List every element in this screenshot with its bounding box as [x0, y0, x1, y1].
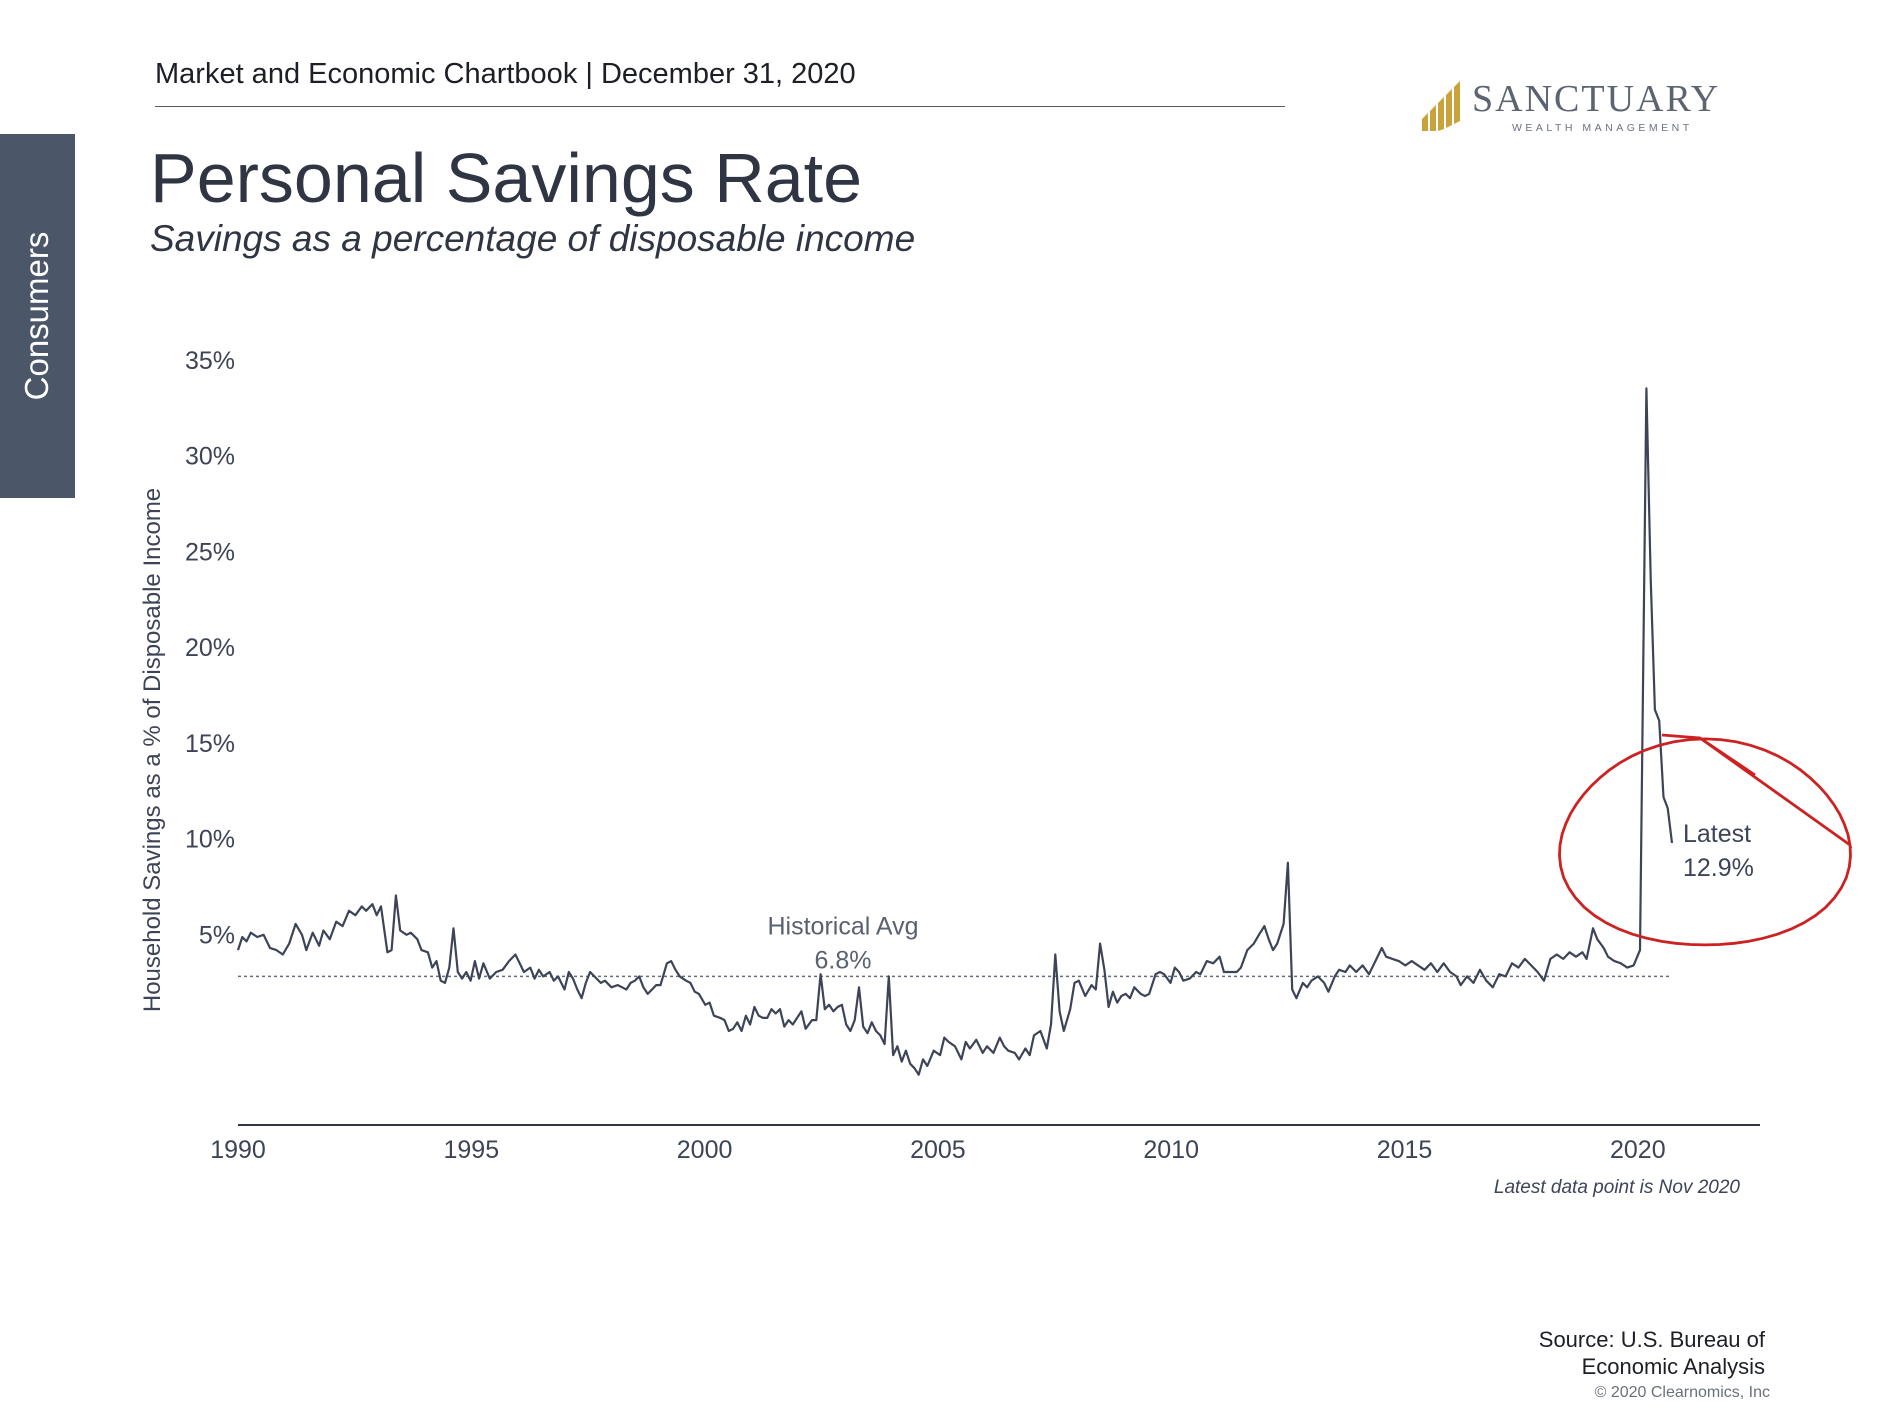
source-line-1: Source: U.S. Bureau of: [1538, 1327, 1765, 1352]
y-tick-label: 25%: [185, 538, 235, 566]
page-title: Personal Savings Rate: [150, 139, 863, 217]
gold-stripes-logo-icon: [1422, 81, 1460, 131]
latest-data-footnote: Latest data point is Nov 2020: [1494, 1177, 1741, 1198]
y-tick-label: 20%: [185, 634, 235, 662]
savings-rate-series-line: [236, 387, 1674, 1076]
x-tick-label: 2010: [1143, 1136, 1199, 1164]
x-tick-label: 1990: [210, 1136, 266, 1164]
y-tick-label: 10%: [185, 826, 235, 854]
x-tick-label: 2015: [1377, 1136, 1433, 1164]
section-side-tab: Consumers: [0, 134, 75, 498]
source-note: Source: U.S. Bureau of Economic Analysis: [1539, 1326, 1765, 1380]
logo-name: SANCTUARY: [1472, 78, 1721, 120]
x-axis-ticks: 1990 1995 2000 2005 2010 2015 2020: [210, 1136, 1665, 1164]
latest-value: 12.9%: [1683, 854, 1754, 882]
header-divider: [155, 106, 1285, 107]
latest-label: Latest: [1683, 820, 1751, 848]
historical-average-label: Historical Avg: [768, 912, 919, 940]
y-tick-label: 15%: [185, 730, 235, 758]
x-tick-label: 2000: [677, 1136, 733, 1164]
y-axis-label: Household Savings as a % of Disposable I…: [139, 488, 166, 1012]
y-tick-label: 35%: [185, 347, 235, 375]
copyright-note: © 2020 Clearnomics, Inc: [1594, 1384, 1770, 1401]
historical-average-value: 6.8%: [815, 946, 872, 974]
y-axis-ticks: 35% 30% 25% 20% 15% 10% 5%: [185, 347, 235, 949]
latest-annotation-circle: [1558, 733, 1853, 947]
x-tick-label: 1995: [443, 1136, 499, 1164]
y-tick-label: 30%: [185, 443, 235, 471]
company-logo: SANCTUARY WEALTH MANAGEMENT: [1420, 75, 1730, 145]
logo-tagline: WEALTH MANAGEMENT: [1512, 122, 1693, 134]
page-subtitle: Savings as a percentage of disposable in…: [150, 218, 916, 259]
source-line-2: Economic Analysis: [1581, 1354, 1765, 1379]
y-tick-label: 5%: [199, 921, 235, 949]
chartbook-header: Market and Economic Chartbook | December…: [155, 58, 856, 90]
x-tick-label: 2020: [1610, 1136, 1666, 1164]
x-tick-label: 2005: [910, 1136, 966, 1164]
